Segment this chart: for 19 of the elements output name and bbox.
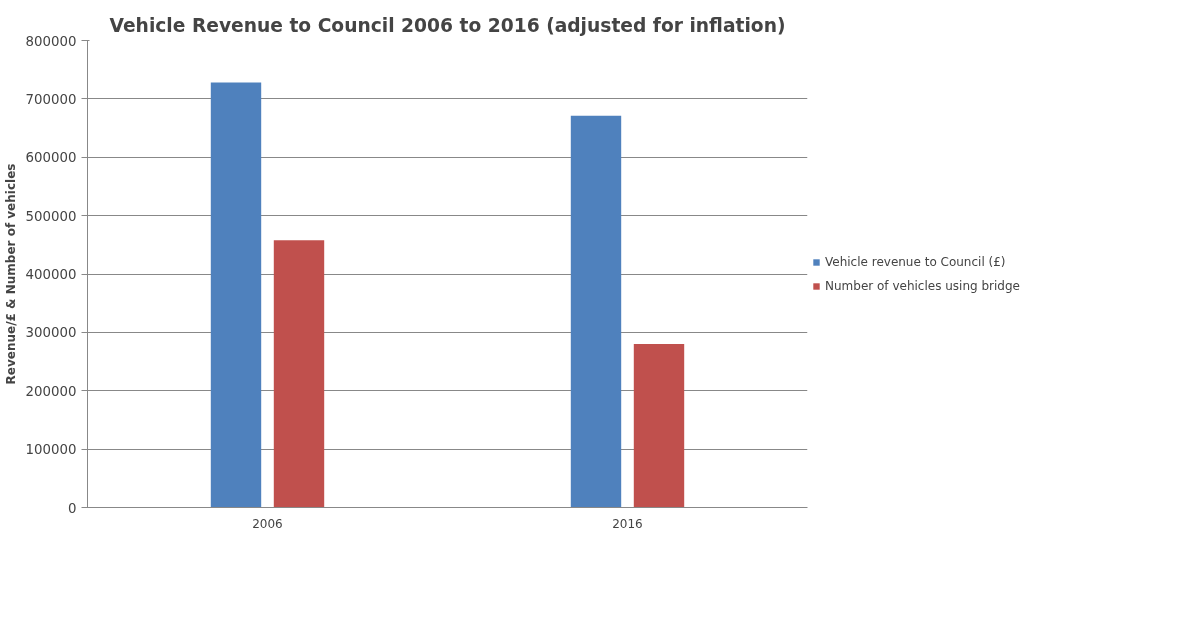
bar [570,115,622,508]
x-tick-label: 2006 [252,516,283,531]
x-tick-label: 2016 [612,516,643,531]
legend-label: Number of vehicles using bridge [825,278,1020,293]
y-tick-label: 500000 [25,208,77,224]
bar [273,240,325,508]
y-tick-label: 100000 [25,442,77,458]
y-tick-label: 700000 [25,91,77,107]
y-tick-label: 400000 [25,267,77,282]
y-axis-title: Revenue/£ & Number of vehicles [3,163,18,385]
bar [633,344,685,508]
y-tick-label: 600000 [25,150,77,166]
y-tick-label: 0 [68,500,77,516]
y-tick-label: 200000 [25,383,77,399]
y-tick-label: 800000 [25,33,77,49]
y-tick-label: 300000 [25,325,77,341]
bar [210,82,262,508]
legend-label: Vehicle revenue to Council (£) [825,254,1006,269]
chart-title: Vehicle Revenue to Council 2006 to 2016 (adjusted for inflation) [109,14,786,36]
